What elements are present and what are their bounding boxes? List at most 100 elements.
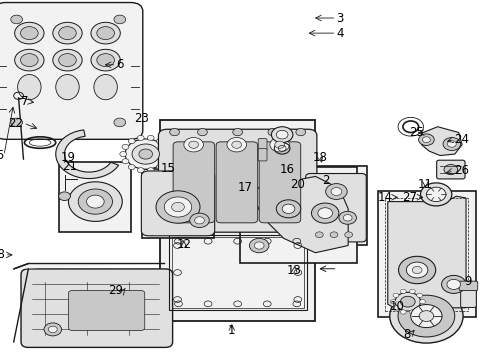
Circle shape xyxy=(446,279,460,289)
Text: 2: 2 xyxy=(321,174,328,187)
Circle shape xyxy=(419,300,425,304)
Bar xyxy=(168,235,306,310)
Bar xyxy=(160,120,315,321)
Circle shape xyxy=(164,152,171,157)
Circle shape xyxy=(122,159,129,164)
Circle shape xyxy=(164,197,191,217)
Circle shape xyxy=(254,242,264,249)
Circle shape xyxy=(156,191,200,223)
Text: 20: 20 xyxy=(290,178,305,191)
Circle shape xyxy=(442,138,460,150)
Circle shape xyxy=(156,139,163,144)
Text: 24: 24 xyxy=(453,133,468,146)
Circle shape xyxy=(392,293,398,297)
Circle shape xyxy=(139,149,152,159)
Circle shape xyxy=(59,192,70,201)
Circle shape xyxy=(48,326,57,333)
Circle shape xyxy=(188,141,198,148)
Ellipse shape xyxy=(18,75,41,100)
Circle shape xyxy=(171,202,184,212)
Circle shape xyxy=(343,215,351,221)
Text: 14: 14 xyxy=(376,191,391,204)
Circle shape xyxy=(408,310,414,314)
Circle shape xyxy=(271,127,292,143)
Circle shape xyxy=(68,182,122,221)
FancyBboxPatch shape xyxy=(216,142,257,223)
Bar xyxy=(377,191,475,317)
Text: 28: 28 xyxy=(0,248,5,261)
Circle shape xyxy=(162,159,169,164)
Text: 11: 11 xyxy=(417,178,432,191)
Text: 21: 21 xyxy=(62,160,77,173)
Circle shape xyxy=(411,266,421,274)
Circle shape xyxy=(147,135,154,140)
Text: 27: 27 xyxy=(401,191,416,204)
FancyBboxPatch shape xyxy=(141,171,214,236)
Circle shape xyxy=(400,289,406,293)
Circle shape xyxy=(330,188,341,195)
Circle shape xyxy=(197,129,207,136)
Text: 6: 6 xyxy=(116,58,123,71)
Circle shape xyxy=(397,295,454,337)
Circle shape xyxy=(53,22,82,44)
Circle shape xyxy=(420,183,451,206)
Circle shape xyxy=(267,129,277,136)
Text: 17: 17 xyxy=(237,181,252,194)
Circle shape xyxy=(295,129,305,136)
Polygon shape xyxy=(56,130,119,179)
Circle shape xyxy=(162,144,169,149)
Circle shape xyxy=(398,256,435,284)
Circle shape xyxy=(231,141,241,148)
Circle shape xyxy=(338,211,356,224)
FancyBboxPatch shape xyxy=(158,129,316,232)
Circle shape xyxy=(344,232,352,238)
Circle shape xyxy=(125,139,166,169)
Circle shape xyxy=(137,135,144,140)
Polygon shape xyxy=(421,127,461,156)
Text: 4: 4 xyxy=(336,27,343,40)
FancyBboxPatch shape xyxy=(259,142,300,223)
Text: 15: 15 xyxy=(161,162,175,175)
Circle shape xyxy=(416,306,422,310)
FancyBboxPatch shape xyxy=(258,139,266,151)
FancyBboxPatch shape xyxy=(305,174,366,242)
Circle shape xyxy=(15,49,44,71)
Circle shape xyxy=(329,232,337,238)
Circle shape xyxy=(44,323,61,336)
Circle shape xyxy=(400,296,414,307)
Circle shape xyxy=(59,27,76,40)
Ellipse shape xyxy=(94,75,117,100)
Circle shape xyxy=(97,27,114,40)
Circle shape xyxy=(447,141,455,147)
Circle shape xyxy=(78,189,112,214)
FancyBboxPatch shape xyxy=(258,149,266,161)
Circle shape xyxy=(114,118,125,127)
Circle shape xyxy=(128,165,135,170)
Polygon shape xyxy=(387,196,465,310)
Circle shape xyxy=(11,15,22,24)
Circle shape xyxy=(122,144,129,149)
FancyBboxPatch shape xyxy=(173,142,214,223)
Text: 25: 25 xyxy=(409,126,424,139)
Circle shape xyxy=(15,22,44,44)
Bar xyxy=(304,166,366,245)
Bar xyxy=(171,237,303,308)
Circle shape xyxy=(282,204,294,213)
Circle shape xyxy=(20,54,38,67)
Circle shape xyxy=(156,165,163,170)
Circle shape xyxy=(443,165,457,175)
Circle shape xyxy=(114,15,125,24)
Circle shape xyxy=(389,300,395,304)
Circle shape xyxy=(232,129,242,136)
Polygon shape xyxy=(251,176,347,253)
Text: 13: 13 xyxy=(286,264,301,277)
Circle shape xyxy=(53,49,82,71)
Circle shape xyxy=(426,187,445,202)
FancyBboxPatch shape xyxy=(21,269,172,347)
Circle shape xyxy=(276,130,287,139)
Circle shape xyxy=(91,49,120,71)
Bar xyxy=(59,162,131,232)
Circle shape xyxy=(128,139,135,144)
Text: 16: 16 xyxy=(280,163,294,176)
Circle shape xyxy=(59,54,76,67)
